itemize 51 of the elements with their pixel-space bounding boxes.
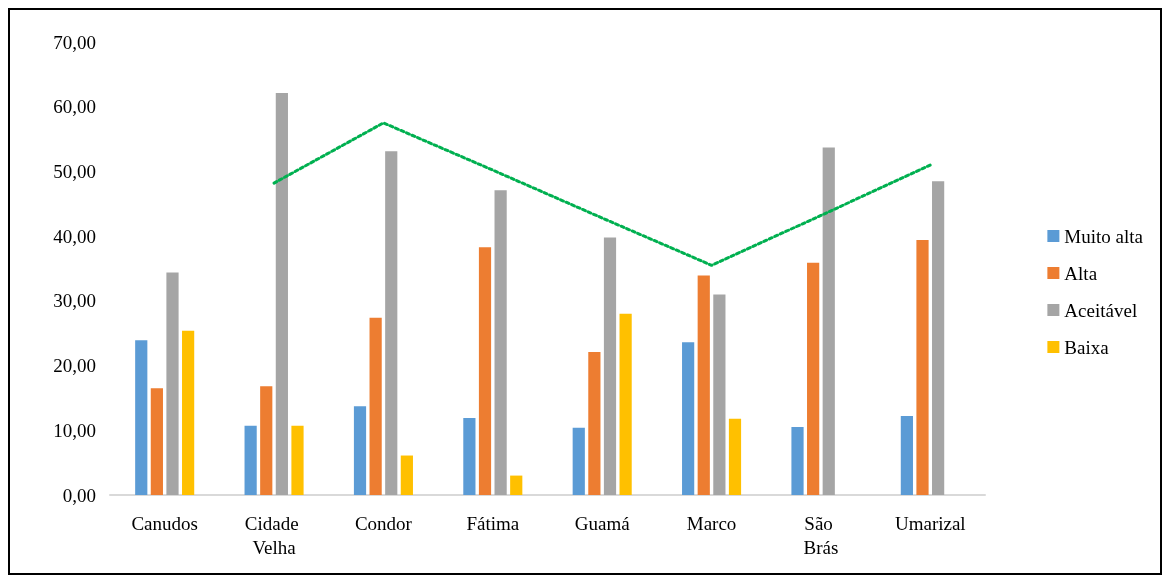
- y-tick-label: 40,00: [53, 225, 96, 247]
- bar: [385, 151, 398, 495]
- bar: [150, 388, 163, 495]
- bar: [682, 342, 695, 495]
- y-tick-label: 20,00: [53, 355, 96, 377]
- bar: [463, 417, 476, 495]
- y-tick-label: 30,00: [53, 290, 96, 312]
- bar: [369, 317, 382, 495]
- y-tick-label: 0,00: [62, 484, 96, 506]
- x-tick-label: Marco: [686, 512, 737, 534]
- bar: [713, 294, 726, 495]
- x-tick-label: Guamá: [574, 512, 631, 534]
- legend-label: Alta: [1064, 262, 1098, 284]
- bar: [510, 475, 523, 495]
- bar: [932, 181, 945, 495]
- bar: [478, 247, 492, 495]
- x-tick-label: Umarizal: [894, 512, 966, 534]
- bar: [603, 237, 617, 495]
- bar: [291, 425, 304, 495]
- y-tick-label: 60,00: [53, 96, 96, 118]
- y-tick-label: 70,00: [53, 31, 96, 53]
- bar: [353, 406, 367, 495]
- bar: [135, 340, 148, 495]
- bar: [807, 262, 820, 495]
- bar: [182, 330, 195, 495]
- bar: [728, 418, 742, 495]
- legend-label: Aceitável: [1064, 299, 1138, 321]
- legend-label: Baixa: [1064, 336, 1110, 358]
- x-tick-label: Cidade Velha: [244, 512, 304, 558]
- bar: [494, 190, 507, 495]
- bar: [822, 147, 835, 495]
- bar: [588, 351, 601, 495]
- bar: [900, 416, 913, 495]
- line-series: [272, 121, 932, 267]
- bar: [166, 272, 179, 495]
- x-tick-label: Condor: [354, 512, 413, 534]
- bar: [572, 427, 585, 495]
- x-tick-label: Fátima: [466, 512, 520, 534]
- bar: [260, 386, 273, 495]
- y-tick-label: 50,00: [53, 160, 96, 182]
- y-tick-label: 10,00: [53, 419, 96, 441]
- bar: [697, 275, 710, 495]
- bar: [791, 427, 804, 495]
- x-tick-label: Canudos: [131, 512, 198, 534]
- bar: [275, 93, 288, 495]
- bar: [244, 425, 257, 495]
- x-tick-label: São Brás: [803, 512, 839, 558]
- bar: [916, 240, 929, 495]
- legend-label: Muito alta: [1064, 225, 1144, 247]
- bar: [619, 313, 632, 495]
- bar: [400, 455, 413, 495]
